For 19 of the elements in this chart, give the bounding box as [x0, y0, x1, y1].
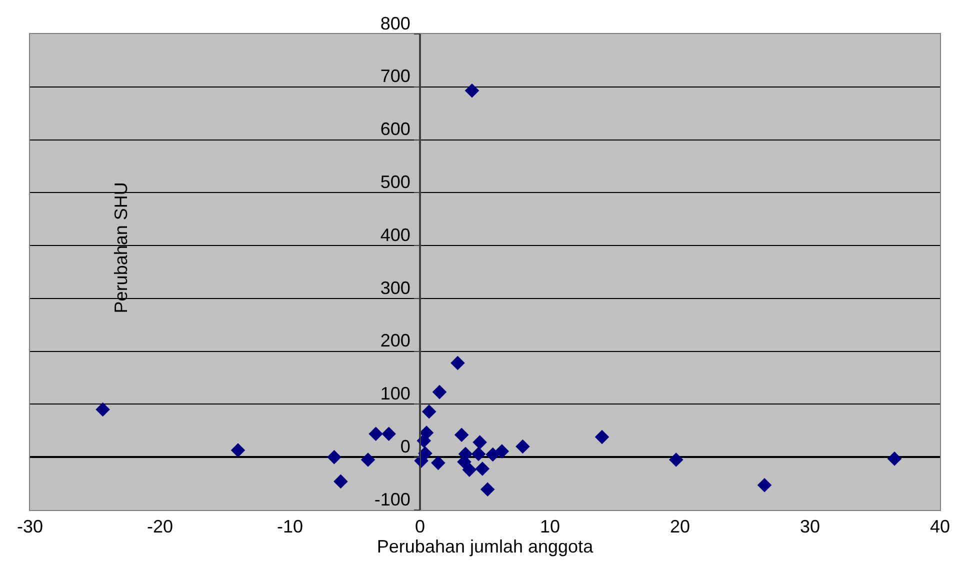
y-tick-label: 400	[380, 224, 410, 245]
x-tick-label: 0	[414, 516, 426, 537]
x-tick-label: -30	[16, 516, 44, 537]
y-tick-label: 200	[380, 330, 410, 351]
y-tick-label: 800	[380, 13, 410, 34]
y-tick-label: 700	[380, 66, 410, 86]
y-tick-label: 300	[380, 278, 410, 298]
x-tick-label: -10	[276, 516, 304, 537]
x-tick-label: 10	[540, 516, 560, 537]
y-tick-label: 100	[380, 384, 410, 404]
y-tick-label: -100	[374, 489, 410, 510]
y-tick-label: 600	[380, 119, 410, 140]
y-tick-label: 0	[400, 436, 410, 456]
x-tick-label: 30	[800, 516, 820, 537]
x-tick-label: 20	[670, 516, 690, 537]
x-tick-label: 40	[930, 516, 950, 537]
y-tick-label: 500	[380, 172, 410, 192]
x-axis-title: Perubahan jumlah anggota	[376, 536, 594, 557]
x-tick-label: -20	[146, 516, 174, 537]
